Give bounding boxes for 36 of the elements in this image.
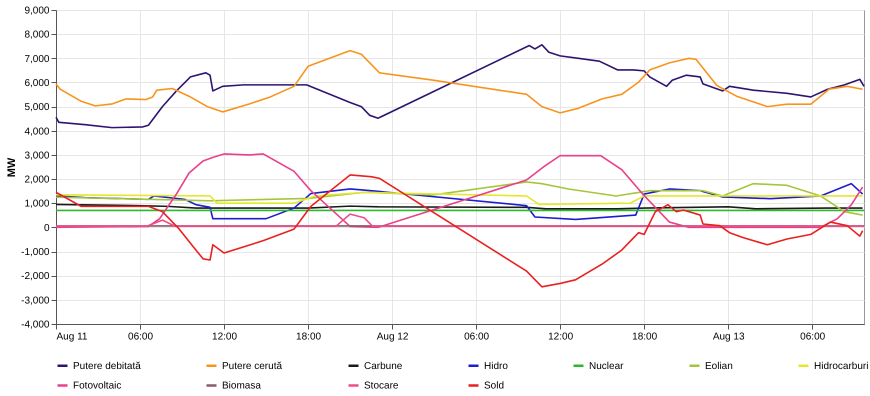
legend-label: Hidrocarburi: [814, 360, 868, 372]
x-tick-label: Aug 13: [712, 332, 745, 342]
legend-label: Sold: [484, 380, 504, 392]
x-tick-label: 18:00: [632, 332, 658, 342]
x-tick-label: Aug 11: [56, 332, 88, 342]
x-tick-label: 06:00: [128, 332, 154, 342]
y-tick-label: 7,000: [24, 54, 50, 65]
y-tick-label: -4,000: [21, 320, 50, 330]
y-tick-label: -3,000: [21, 295, 50, 306]
legend-label: Putere debitată: [73, 360, 142, 372]
x-tick-label: 12:00: [548, 332, 574, 342]
x-tick-label: 12:00: [212, 332, 238, 342]
legend-label: Fotovoltaic: [73, 380, 122, 392]
y-tick-label: 9,000: [24, 6, 50, 16]
y-tick-label: 2,000: [24, 174, 50, 186]
x-tick-label: 06:00: [464, 332, 490, 342]
y-tick-label: 6,000: [24, 78, 50, 89]
y-tick-label: 4,000: [24, 126, 50, 138]
legend-label: Carbune: [364, 360, 403, 372]
y-tick-label: -2,000: [21, 271, 50, 282]
legend-label: Hidro: [484, 360, 508, 372]
x-tick-label: Aug 12: [376, 332, 409, 342]
y-tick-label: 5,000: [24, 102, 50, 114]
legend-label: Stocare: [364, 380, 399, 392]
legend-label: Eolian: [705, 360, 733, 372]
legend-label: Biomasa: [222, 380, 262, 392]
x-tick-label: 18:00: [296, 332, 322, 342]
y-tick-label: 0: [44, 222, 50, 234]
y-tick-label: -1,000: [21, 247, 50, 258]
legend-label: Nuclear: [589, 360, 624, 372]
x-tick-label: 06:00: [800, 332, 826, 342]
y-tick-label: 3,000: [24, 150, 50, 162]
y-tick-label: 8,000: [24, 30, 50, 41]
y-axis-title: MW: [6, 157, 18, 178]
legend-label: Putere cerută: [222, 360, 282, 372]
y-tick-label: 1,000: [24, 198, 50, 210]
